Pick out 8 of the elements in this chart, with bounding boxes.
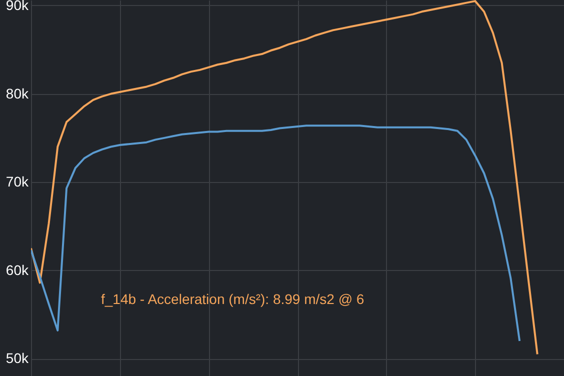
annotation: f_14b - Acceleration (m/s²): 8.99 m/s2 @ 6 xyxy=(101,291,364,307)
y-tick-label: 50k xyxy=(6,350,30,366)
y-tick-label: 90k xyxy=(6,0,30,13)
y-tick-label: 60k xyxy=(6,262,30,278)
y-tick-label: 70k xyxy=(6,174,30,190)
line-series xyxy=(31,0,538,356)
y-tick-label: 80k xyxy=(6,85,30,102)
line-series xyxy=(31,124,521,342)
